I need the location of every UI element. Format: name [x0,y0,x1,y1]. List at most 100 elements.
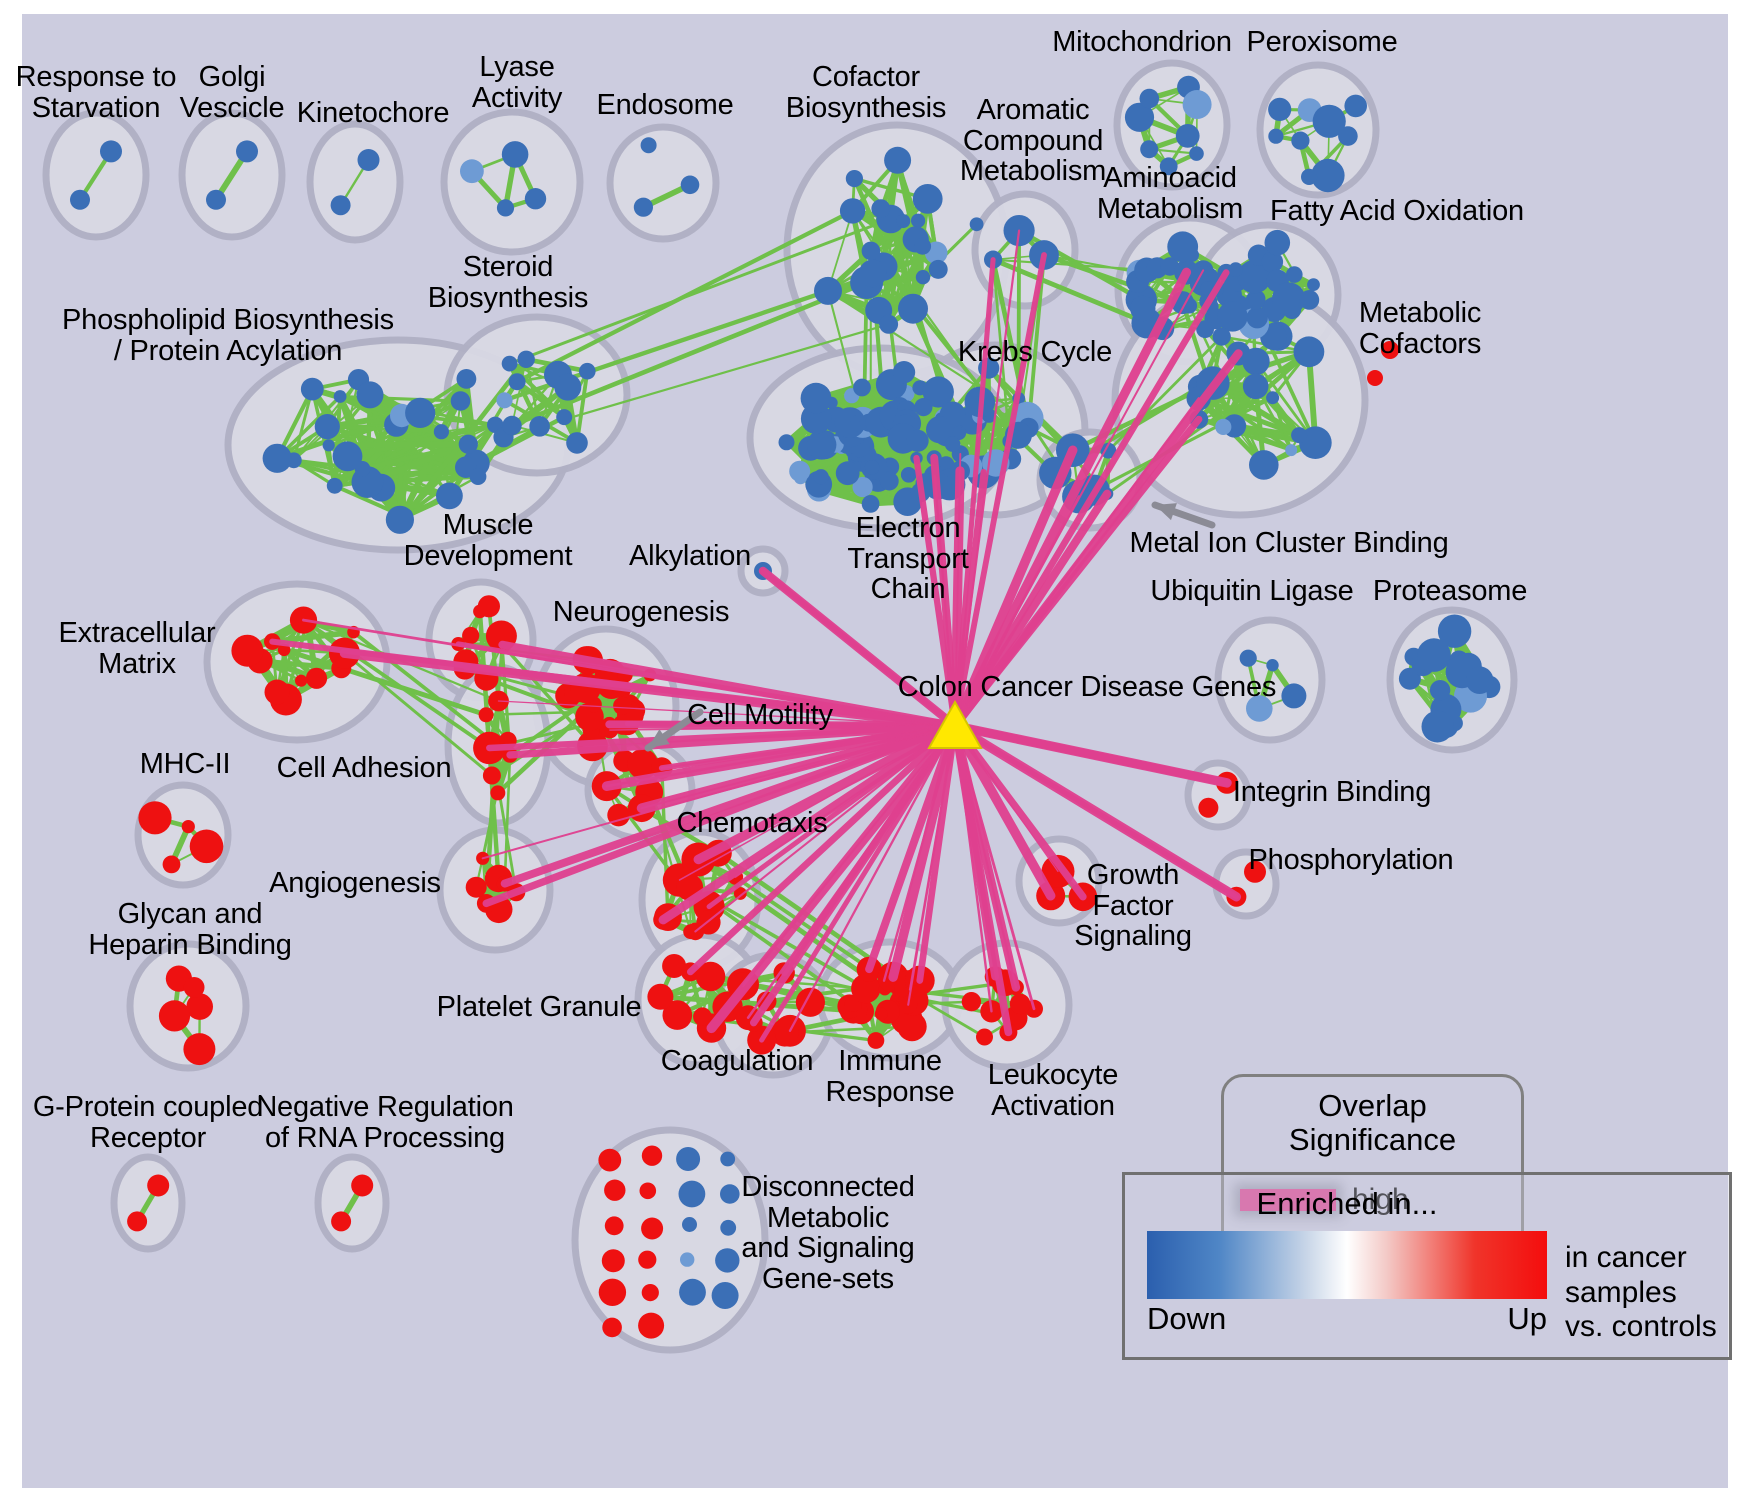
gene-set-node[interactable] [1437,614,1472,648]
gene-set-node[interactable] [556,409,573,426]
gene-set-node[interactable] [1159,157,1178,176]
gene-set-node[interactable] [1237,259,1272,294]
gene-set-node[interactable] [231,634,264,667]
gene-set-node[interactable] [1286,266,1303,283]
gene-set-node[interactable] [639,1182,657,1200]
gene-set-node[interactable] [853,378,871,397]
gene-set-node[interactable] [1272,282,1306,316]
gene-set-node[interactable] [264,679,290,705]
gene-set-node[interactable] [517,350,535,368]
gene-set-node[interactable] [613,696,632,716]
gene-set-node[interactable] [898,293,928,324]
gene-set-node[interactable] [351,1174,374,1197]
gene-set-node[interactable] [1291,427,1308,444]
gene-set-node[interactable] [1261,251,1284,273]
gene-set-node[interactable] [906,429,929,452]
gene-set-node[interactable] [604,1216,624,1236]
gene-set-node[interactable] [598,1148,622,1172]
gene-set-node[interactable] [641,1217,664,1240]
gene-set-node[interactable] [680,1252,695,1267]
gene-set-node[interactable] [262,443,292,473]
gene-set-node[interactable] [800,382,832,414]
gene-set-node[interactable] [733,887,747,900]
gene-set-node[interactable] [896,214,911,229]
gene-set-node[interactable] [682,1217,697,1232]
gene-set-node[interactable] [911,213,926,228]
gene-set-node[interactable] [1264,229,1291,256]
gene-set-node[interactable] [813,469,829,485]
gene-set-node[interactable] [641,1145,663,1166]
gene-set-node[interactable] [277,643,291,657]
hub-node-colon-cancer-disease-genes[interactable] [927,699,983,749]
gene-set-node[interactable] [322,439,335,452]
gene-set-node[interactable] [602,1317,622,1338]
gene-set-node[interactable] [662,954,687,978]
gene-set-node[interactable] [601,1249,625,1273]
gene-set-node[interactable] [1189,146,1204,161]
gene-set-node[interactable] [976,1028,993,1046]
gene-set-node[interactable] [715,1248,740,1273]
gene-set-node[interactable] [100,140,122,163]
gene-set-node[interactable] [508,373,526,391]
gene-set-node[interactable] [861,241,881,261]
gene-set-node[interactable] [1246,695,1273,722]
gene-set-node[interactable] [711,1282,739,1309]
gene-set-node[interactable] [1244,860,1266,883]
gene-set-node[interactable] [858,259,887,288]
gene-set-node[interactable] [1124,102,1155,132]
gene-set-node[interactable] [490,785,506,801]
gene-set-node[interactable] [1307,278,1320,291]
gene-set-node[interactable] [641,1284,659,1302]
gene-set-node[interactable] [678,1180,706,1208]
gene-set-node[interactable] [462,626,480,645]
gene-set-node[interactable] [720,1219,737,1236]
gene-set-node[interactable] [1285,444,1298,457]
gene-set-node[interactable] [874,1007,888,1021]
gene-set-node[interactable] [1100,442,1117,459]
gene-set-node[interactable] [158,1000,191,1032]
gene-set-node[interactable] [305,667,328,689]
gene-set-node[interactable] [892,361,916,384]
gene-set-node[interactable] [405,397,436,428]
gene-set-node[interactable] [633,197,654,217]
gene-set-node[interactable] [695,961,726,992]
gene-set-node[interactable] [1268,97,1292,121]
gene-set-node[interactable] [861,495,880,513]
gene-set-node[interactable] [502,415,522,436]
gene-set-node[interactable] [640,137,657,154]
gene-set-node[interactable] [662,1000,693,1030]
gene-set-node[interactable] [1301,168,1318,185]
gene-set-node[interactable] [385,505,414,534]
gene-set-node[interactable] [1417,638,1451,672]
gene-set-node[interactable] [879,471,899,491]
gene-set-node[interactable] [914,398,933,417]
gene-set-node[interactable] [295,674,308,687]
gene-set-node[interactable] [181,820,195,834]
gene-set-node[interactable] [331,1211,352,1232]
gene-set-node[interactable] [1311,158,1345,193]
gene-set-node[interactable] [1312,104,1346,138]
gene-set-node[interactable] [852,476,873,498]
gene-set-node[interactable] [1268,128,1284,144]
gene-set-node[interactable] [806,430,837,460]
gene-set-node[interactable] [679,1278,706,1306]
gene-set-node[interactable] [1293,336,1325,368]
gene-set-node[interactable] [236,140,258,163]
gene-set-node[interactable] [356,381,384,409]
gene-set-node[interactable] [1246,307,1268,329]
gene-set-node[interactable] [912,184,943,214]
gene-set-node[interactable] [458,434,478,454]
gene-set-node[interactable] [1239,649,1257,667]
gene-set-node[interactable] [1139,88,1160,109]
gene-set-node[interactable] [70,189,90,210]
gene-set-node[interactable] [162,855,181,874]
gene-set-node[interactable] [867,1032,885,1049]
gene-set-node[interactable] [478,707,494,723]
gene-set-node[interactable] [778,434,795,451]
gene-set-node[interactable] [1299,426,1332,460]
gene-set-node[interactable] [1281,683,1307,709]
gene-set-node[interactable] [720,1151,736,1167]
gene-set-node[interactable] [332,441,363,472]
gene-set-node[interactable] [496,392,513,409]
gene-set-node[interactable] [1367,370,1383,386]
